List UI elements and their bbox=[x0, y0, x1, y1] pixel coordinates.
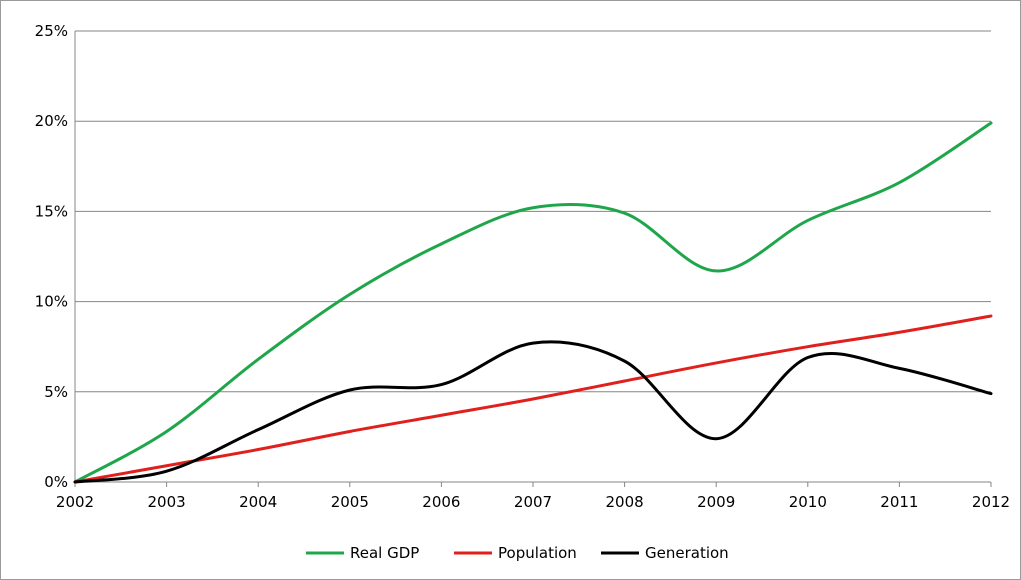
y-tick-label: 10% bbox=[35, 293, 68, 311]
y-axis-ticks: 0% 5% 10% 15% 20% 25% bbox=[35, 22, 68, 491]
y-tick-label: 20% bbox=[35, 112, 68, 130]
legend-label-real-gdp: Real GDP bbox=[350, 544, 419, 562]
legend-label-generation: Generation bbox=[645, 544, 729, 562]
x-tick-label: 2002 bbox=[56, 493, 94, 511]
series-lines bbox=[75, 123, 991, 482]
y-tick-label: 15% bbox=[35, 202, 68, 220]
x-tick-label: 2007 bbox=[514, 493, 552, 511]
gridlines bbox=[75, 31, 991, 392]
series-line-real-gdp bbox=[75, 123, 991, 482]
x-tick-label: 2008 bbox=[606, 493, 644, 511]
x-tick-label: 2012 bbox=[972, 493, 1010, 511]
x-tick-label: 2004 bbox=[239, 493, 277, 511]
y-tick-label: 0% bbox=[44, 473, 68, 491]
x-tick-label: 2009 bbox=[697, 493, 735, 511]
series-line-population bbox=[75, 316, 991, 482]
legend: Real GDP Population Generation bbox=[306, 544, 729, 562]
y-tick-label: 5% bbox=[44, 383, 68, 401]
x-tick-label: 2006 bbox=[422, 493, 460, 511]
x-tick-label: 2005 bbox=[331, 493, 369, 511]
x-axis-ticks: 2002 2003 2004 2005 2006 2007 2008 2009 2010 2011… bbox=[56, 482, 1010, 511]
y-tick-label: 25% bbox=[35, 22, 68, 40]
x-tick-label: 2010 bbox=[789, 493, 827, 511]
x-tick-label: 2003 bbox=[148, 493, 186, 511]
x-tick-label: 2011 bbox=[880, 493, 918, 511]
legend-label-population: Population bbox=[498, 544, 577, 562]
series-line-generation bbox=[75, 342, 991, 482]
